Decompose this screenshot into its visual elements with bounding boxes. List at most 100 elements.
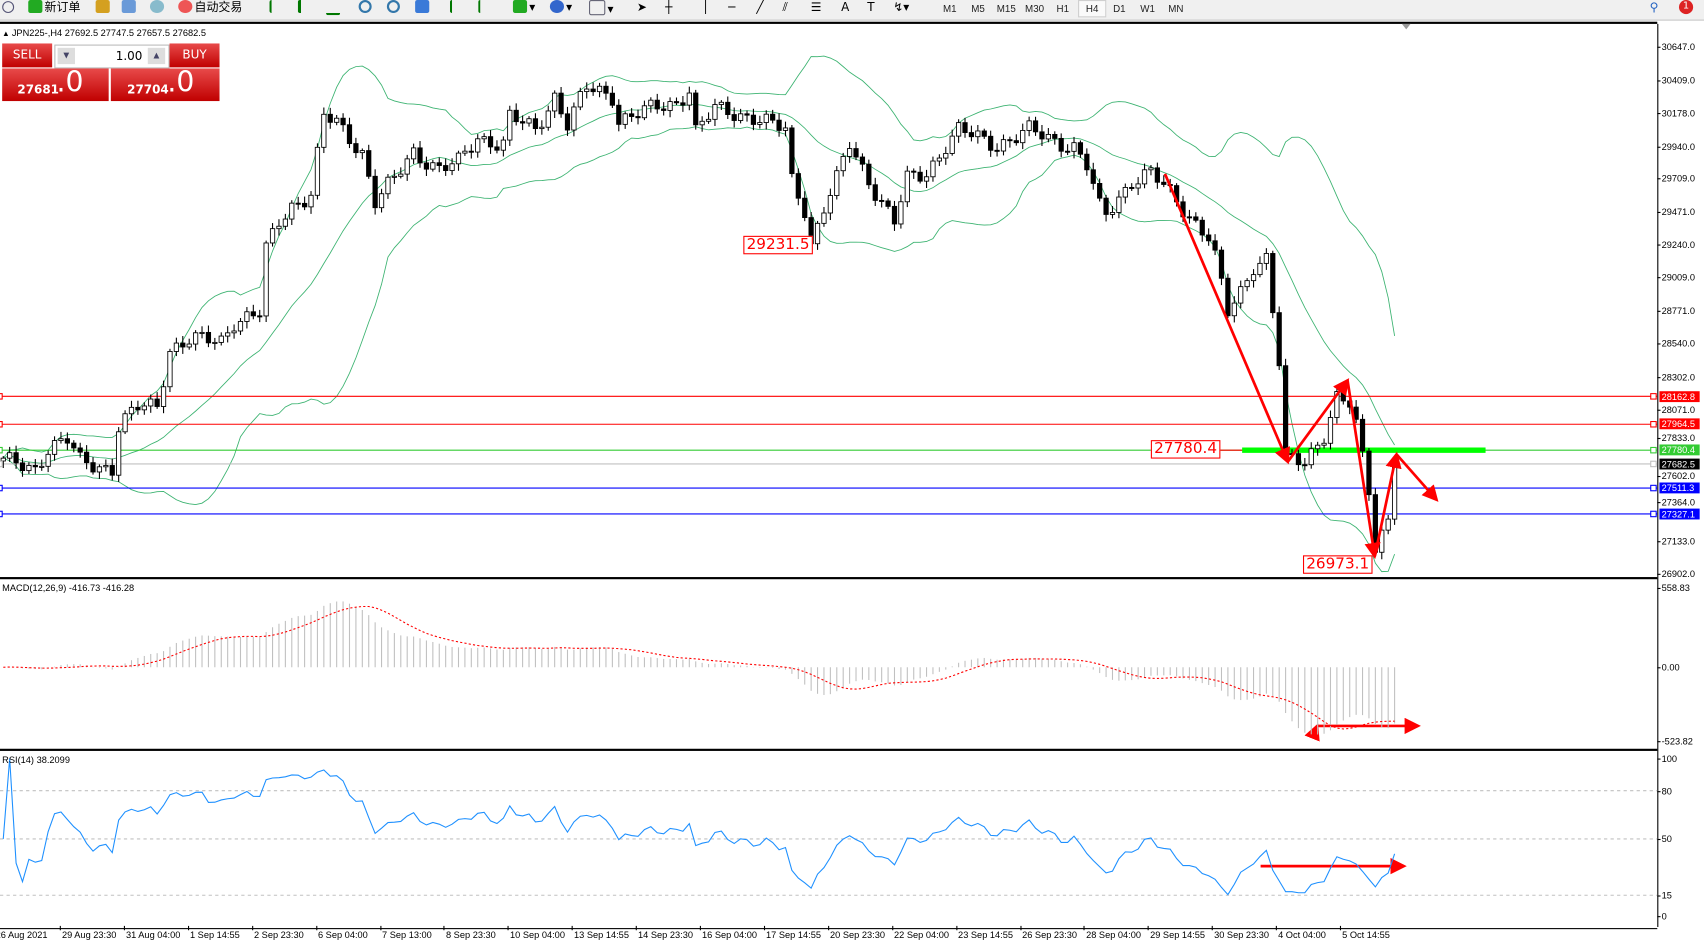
candlestick-icon[interactable] — [297, 0, 312, 17]
timeframe-mn[interactable]: MN — [1168, 3, 1184, 15]
bullish-candle — [45, 453, 51, 467]
bullish-candle — [1148, 167, 1154, 171]
line-chart-icon[interactable] — [326, 0, 342, 17]
crosshair-icon[interactable]: ┼ — [665, 0, 673, 15]
bearish-candle — [205, 331, 212, 344]
bullish-candle — [244, 311, 250, 322]
text-label-icon[interactable]: T — [867, 0, 875, 15]
bullish-candle — [1026, 120, 1032, 131]
timeframe-m5[interactable]: M5 — [971, 3, 985, 15]
horizontal-line-icon[interactable]: ─ — [728, 0, 736, 15]
main-chart-window[interactable] — [0, 21, 1658, 580]
bullish-candle — [949, 135, 955, 154]
sell-price-button[interactable]: 27681 .0 — [2, 66, 109, 102]
sell-button[interactable]: SELL — [2, 43, 53, 68]
bearish-candle — [1218, 249, 1225, 279]
price-tick: 27133.0 — [1657, 535, 1696, 547]
increase-lot-icon[interactable]: ▲ — [147, 47, 166, 65]
timeframe-m1[interactable]: M1 — [942, 3, 957, 15]
timeframe-m30[interactable]: M30 — [1025, 3, 1045, 15]
buy-button[interactable]: BUY — [169, 43, 220, 68]
new-order-button[interactable]: 新订单 — [28, 0, 80, 17]
market-watch-icon[interactable] — [95, 0, 112, 17]
bearish-candle — [1103, 197, 1109, 215]
arrows-icon[interactable]: ↯▾ — [893, 0, 910, 15]
timeframe-h1[interactable]: H1 — [1056, 3, 1070, 15]
bullish-candle — [1141, 169, 1148, 185]
chart-shift-icon[interactable] — [449, 0, 468, 17]
zoom-out-icon[interactable] — [386, 0, 402, 17]
buy-price-button[interactable]: 27704 .0 — [110, 66, 220, 102]
price-tick: 30647.0 — [1657, 41, 1696, 53]
timeframe-w1[interactable]: W1 — [1140, 3, 1155, 15]
chart-header: ▲ JPN225-,H4 27692.5 27747.5 27657.5 276… — [2, 27, 206, 38]
bar-chart-icon[interactable] — [269, 0, 283, 17]
bullish-candle — [218, 335, 224, 343]
line-handle — [0, 393, 3, 400]
time-tick: 8 Sep 23:30 — [443, 925, 496, 941]
price-path-arrow — [1395, 453, 1439, 502]
bullish-candle — [1327, 417, 1334, 444]
bearish-candle — [1199, 219, 1205, 236]
bullish-candle — [7, 452, 13, 459]
decrease-lot-icon[interactable]: ▼ — [57, 47, 75, 65]
bullish-candle — [936, 157, 942, 162]
zoom-in-icon[interactable] — [358, 0, 374, 17]
sell-price-main: 27681 — [17, 82, 59, 97]
time-tick: 20 Sep 23:30 — [827, 925, 886, 941]
bullish-candle — [827, 195, 833, 214]
bullish-candle — [404, 158, 410, 175]
bullish-candle — [648, 99, 654, 107]
periods-icon[interactable]: ▾ — [549, 0, 572, 17]
macd-plot — [3, 601, 1396, 735]
bullish-candle — [58, 438, 64, 442]
autoscroll-icon[interactable] — [478, 0, 496, 17]
cursor-icon[interactable]: ➤ — [636, 0, 647, 15]
auto-trading-button[interactable]: 自动交易 — [178, 0, 242, 17]
fibonacci-icon[interactable]: ☰ — [810, 0, 822, 15]
vertical-line-icon[interactable]: │ — [702, 0, 710, 15]
templates-icon[interactable]: ▾ — [589, 0, 613, 17]
bearish-candle — [1276, 312, 1282, 367]
price-tick: 29940.0 — [1657, 140, 1696, 152]
bearish-candle — [1129, 187, 1135, 189]
level-price-label: 27780.4 — [1150, 440, 1221, 459]
equidistant-channel-icon[interactable]: ⫽ — [782, 0, 788, 15]
bearish-candle — [802, 197, 808, 219]
lot-size-stepper[interactable]: ▼ 1.00 ▲ — [54, 44, 170, 69]
bearish-candle — [1366, 450, 1372, 496]
bullish-candle — [526, 118, 532, 124]
timeframe-h4[interactable]: H4 — [1078, 0, 1107, 18]
timeframe-m15[interactable]: M15 — [996, 3, 1016, 15]
bullish-candle — [122, 413, 128, 433]
price-tick: 29240.0 — [1657, 239, 1696, 251]
lot-size-input[interactable]: 1.00 — [115, 48, 143, 64]
time-tick: 31 Aug 04:00 — [123, 925, 181, 941]
bullish-candle — [641, 105, 648, 119]
bearish-candle — [1090, 169, 1096, 184]
toolbar: 新订单 自动交易 ▾ ▾ ▾ ➤ ┼ │ ─ ╱ ⫽ ☰ A T ↯▾ M1 M5… — [0, 0, 1704, 21]
zoom-icon[interactable] — [2, 0, 16, 17]
rsi-tick: 80 — [1657, 785, 1672, 797]
price-axis-line — [1657, 23, 1659, 927]
auto-trading-icon — [178, 0, 193, 14]
data-window-icon[interactable] — [121, 0, 138, 17]
bearish-candle — [911, 170, 917, 173]
text-icon[interactable]: A — [841, 0, 850, 15]
bullish-candle — [930, 160, 936, 178]
indicators-icon[interactable]: ▾ — [512, 0, 535, 17]
bearish-candle — [520, 121, 526, 124]
bullish-candle — [667, 101, 673, 111]
bullish-candle — [712, 104, 718, 120]
timeframe-d1[interactable]: D1 — [1113, 3, 1126, 15]
tile-windows-icon[interactable] — [415, 0, 431, 17]
bearish-candle — [532, 118, 539, 130]
notification-badge[interactable]: 1 — [1678, 0, 1694, 15]
bearish-candle — [372, 175, 378, 209]
bullish-candle — [334, 117, 340, 123]
price-tick: 27364.0 — [1657, 496, 1696, 508]
search-icon[interactable]: ⚲ — [1649, 0, 1659, 15]
trendline-icon[interactable]: ╱ — [756, 0, 764, 15]
navigator-icon[interactable] — [149, 0, 166, 17]
bullish-candle — [1315, 444, 1321, 450]
